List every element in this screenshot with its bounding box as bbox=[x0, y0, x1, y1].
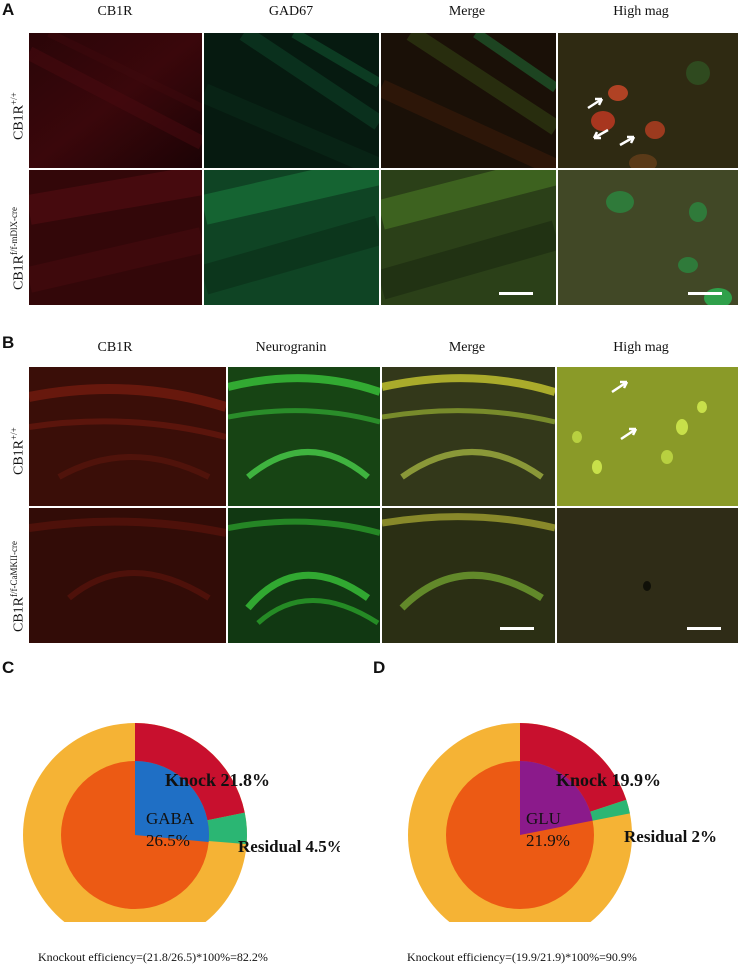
pie-chart-d: Knock 19.9% GLU 21.9% Residual 2% bbox=[408, 723, 717, 922]
scalebar-a-merge bbox=[499, 292, 533, 295]
micro-a-highmag-ko-texture bbox=[558, 170, 738, 305]
panel-a-row-label-ko: CB1Rf/f-mDlX-cre bbox=[9, 207, 27, 290]
micro-a-highmag-wt bbox=[558, 33, 738, 168]
micro-a-cb1r-wt bbox=[29, 33, 202, 168]
panel-a-col-label-1: CB1R bbox=[97, 4, 133, 19]
micro-a-merge-wt-texture bbox=[381, 33, 556, 168]
micro-b-cb1r-ko bbox=[29, 508, 226, 643]
pie-d-inner-label-2: 21.9% bbox=[526, 831, 570, 850]
micro-b-cb1r-wt-texture bbox=[29, 367, 226, 506]
micro-a-merge-wt bbox=[381, 33, 556, 168]
panel-b-col-label-1: CB1R bbox=[97, 340, 133, 355]
micro-b-merge-ko bbox=[382, 508, 555, 643]
micro-a-cb1r-ko bbox=[29, 170, 202, 305]
scalebar-b-merge bbox=[500, 627, 534, 630]
pie-c-knock-label: Knock 21.8% bbox=[165, 770, 270, 790]
micro-a-gad67-ko-texture bbox=[204, 170, 379, 305]
micro-b-highmag-wt-texture bbox=[557, 367, 738, 506]
pie-d-knock-label: Knock 19.9% bbox=[556, 770, 661, 790]
micro-a-highmag-wt-texture bbox=[558, 33, 738, 168]
panel-c-letter: C bbox=[2, 658, 15, 677]
panel-a-row-label-wt: CB1R+/+ bbox=[9, 92, 27, 140]
caption-d: Knockout efficiency=(19.9/21.9)*100%=90.… bbox=[407, 950, 637, 964]
pie-c-residual-label: Residual 4.5% bbox=[238, 837, 340, 856]
panel-b-row-label-ko: CB1Rf/f-CaMKII-cre bbox=[9, 541, 27, 632]
micro-b-neurogranin-ko bbox=[228, 508, 380, 643]
panel-b-letter: B bbox=[2, 333, 15, 352]
panel-b-col-label-4: High mag bbox=[613, 340, 669, 355]
micro-b-merge-ko-texture bbox=[382, 508, 555, 643]
micro-b-neurogranin-wt bbox=[228, 367, 380, 506]
micro-a-gad67-wt-texture bbox=[204, 33, 379, 168]
pie-c-inner-highlight bbox=[135, 761, 210, 842]
scalebar-a-highmag bbox=[688, 292, 722, 295]
micro-b-cb1r-wt bbox=[29, 367, 226, 506]
pie-chart-c: Knock 21.8% GABA 26.5% Residual 4.5% bbox=[23, 723, 340, 922]
micro-b-neurogranin-wt-texture bbox=[228, 367, 380, 506]
panel-b-col-label-2: Neurogranin bbox=[255, 340, 327, 355]
panel-b-row-label-wt: CB1R+/+ bbox=[9, 427, 27, 475]
micro-b-merge-wt bbox=[382, 367, 555, 506]
micro-b-merge-wt-texture bbox=[382, 367, 555, 506]
micro-b-highmag-ko-texture bbox=[557, 508, 738, 643]
micro-a-merge-ko-texture bbox=[381, 170, 556, 305]
scalebar-b-highmag bbox=[687, 627, 721, 630]
panel-b-col-label-3: Merge bbox=[448, 340, 486, 355]
micro-a-highmag-ko bbox=[558, 170, 738, 305]
panel-a-col-label-2: GAD67 bbox=[268, 4, 314, 19]
panel-a-col-label-3: Merge bbox=[448, 4, 486, 19]
micro-a-gad67-ko bbox=[204, 170, 379, 305]
micro-a-merge-ko bbox=[381, 170, 556, 305]
pie-c-inner-label-2: 26.5% bbox=[146, 831, 190, 850]
micro-b-highmag-ko bbox=[557, 508, 738, 643]
panel-a-col-label-4: High mag bbox=[613, 4, 669, 19]
micro-b-neurogranin-ko-texture bbox=[228, 508, 380, 643]
micro-a-cb1r-wt-texture bbox=[29, 33, 202, 168]
micro-b-highmag-wt bbox=[557, 367, 738, 506]
micro-a-gad67-wt bbox=[204, 33, 379, 168]
pie-d-inner-highlight bbox=[520, 761, 593, 835]
micro-b-cb1r-ko-texture bbox=[29, 508, 226, 643]
panel-d-letter: D bbox=[373, 658, 386, 677]
caption-c: Knockout efficiency=(21.8/26.5)*100%=82.… bbox=[38, 950, 268, 964]
micro-a-cb1r-ko-texture bbox=[29, 170, 202, 305]
panel-a-letter: A bbox=[2, 0, 15, 19]
pie-c-inner-label-1: GABA bbox=[146, 809, 195, 828]
pie-d-residual-label: Residual 2% bbox=[624, 827, 717, 846]
pie-d-inner-label-1: GLU bbox=[526, 809, 561, 828]
